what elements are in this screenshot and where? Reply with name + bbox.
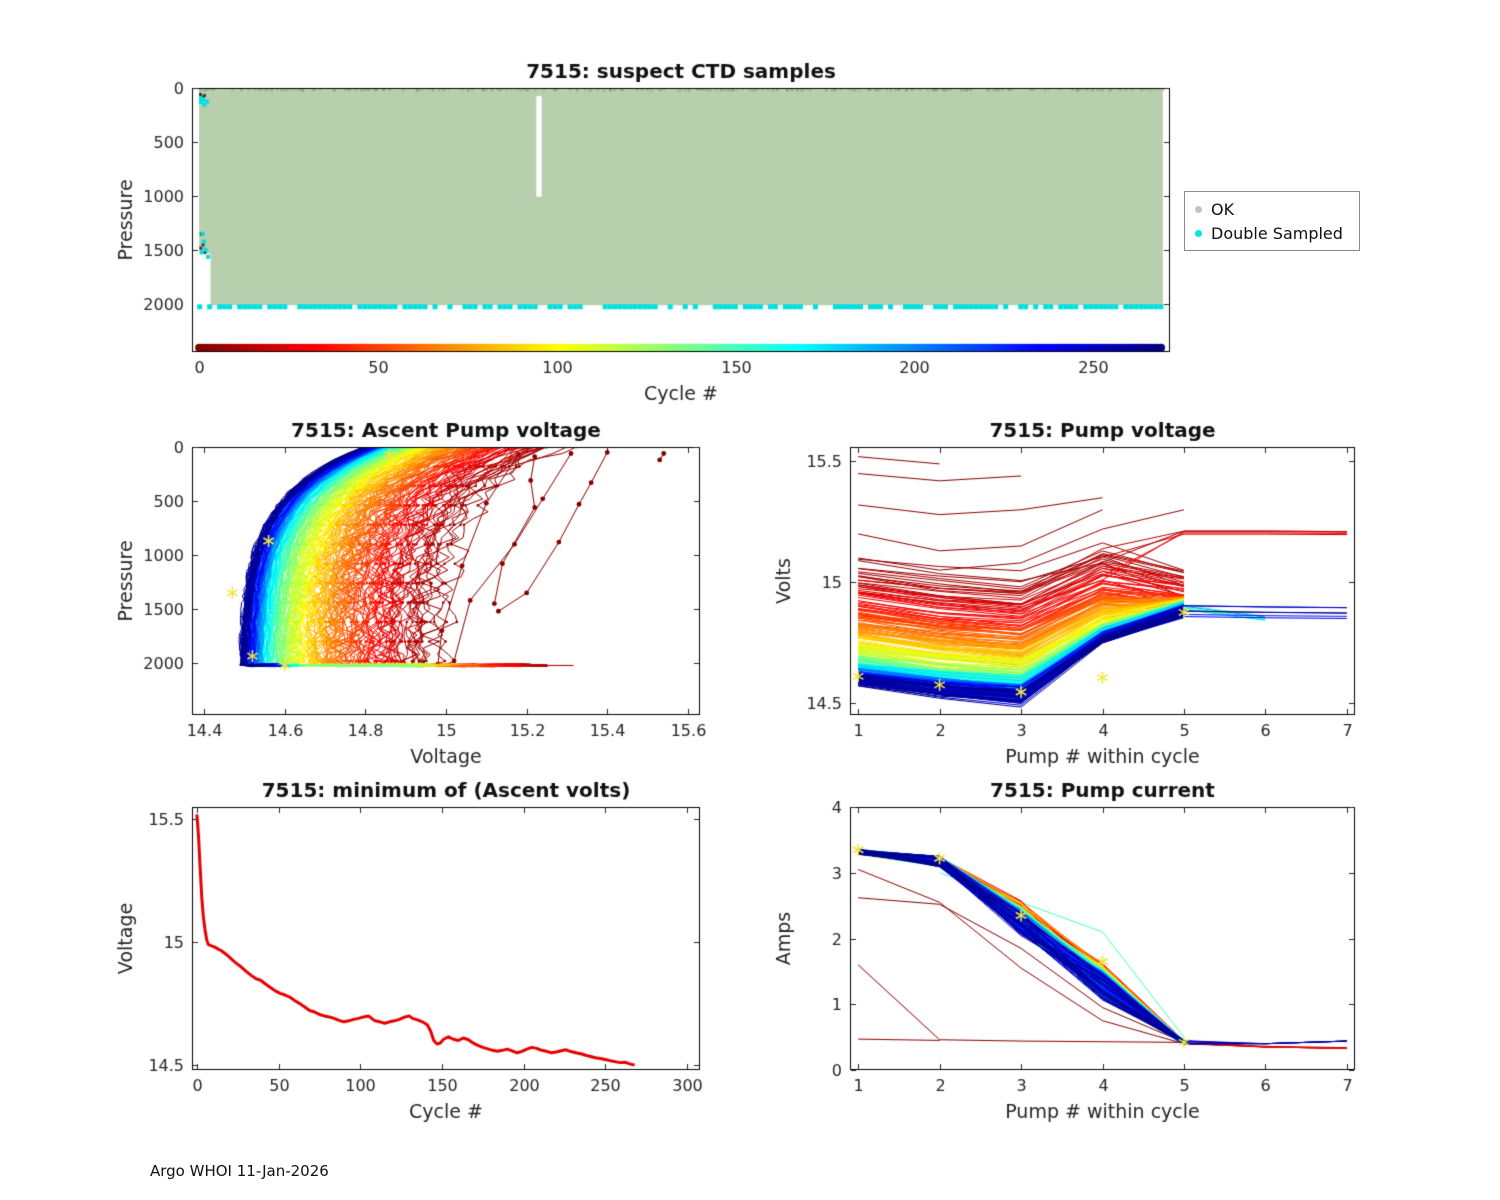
ok-marker-icon bbox=[1195, 205, 1202, 213]
pump-voltage-plot bbox=[760, 420, 1400, 780]
legend: OK Double Sampled bbox=[1184, 191, 1360, 251]
min-ascent-volts-plot bbox=[100, 778, 740, 1163]
legend-label-ok: OK bbox=[1211, 199, 1235, 219]
legend-label-double-sampled: Double Sampled bbox=[1211, 223, 1343, 243]
legend-item-double-sampled: Double Sampled bbox=[1195, 221, 1349, 245]
legend-item-ok: OK bbox=[1195, 197, 1349, 221]
double-sampled-marker-icon bbox=[1195, 229, 1202, 237]
suspect-ctd-samples-plot bbox=[100, 30, 1400, 420]
ascent-pump-voltage-plot bbox=[100, 420, 740, 780]
pump-current-plot bbox=[760, 778, 1400, 1163]
footer-text: Argo WHOI 11-Jan-2026 bbox=[150, 1162, 329, 1180]
